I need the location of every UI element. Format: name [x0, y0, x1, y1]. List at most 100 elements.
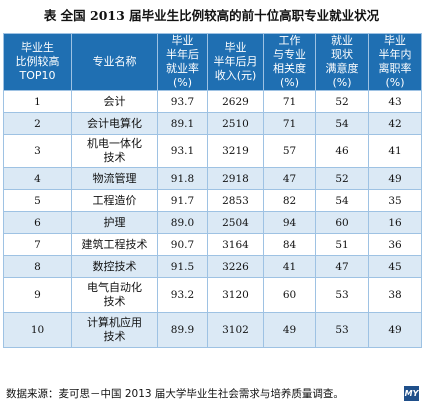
header-line: 毕业 [224, 41, 247, 54]
table-row: 4 物流管理 91.8 2918 47 52 49 [3, 167, 422, 190]
cell-relevance: 57 [263, 134, 316, 168]
employment-table: 毕业生 比例较高 TOP10 专业名称 毕业 半年后 就业率 (%) 毕业 半年后月 收入(元… [3, 33, 422, 348]
cell-turnover: 35 [368, 189, 422, 212]
header-line: 现状 [331, 48, 353, 61]
cell-major: 数控技术 [71, 255, 158, 278]
cell-major: 建筑工程技术 [71, 233, 158, 256]
cell-major: 物流管理 [71, 167, 158, 190]
source-note: 数据来源：麦可思－中国 2013 届大学毕业生社会需求与培养质量调查。 [6, 388, 344, 400]
cell-relevance: 82 [263, 189, 316, 212]
cell-employment: 93.2 [157, 277, 208, 313]
major-line: 护理 [103, 215, 126, 229]
cell-turnover: 38 [368, 277, 422, 313]
cell-employment: 91.7 [157, 189, 208, 212]
cell-income: 2853 [207, 189, 264, 212]
mycos-logo: MY [404, 386, 419, 401]
cell-major: 工程造价 [71, 189, 158, 212]
cell-rank: 8 [3, 255, 72, 278]
cell-relevance: 84 [263, 233, 316, 256]
cell-rank: 1 [3, 90, 72, 113]
major-line: 工程造价 [92, 193, 137, 207]
header-line: TOP10 [19, 69, 56, 82]
header-line: 半年后 [166, 48, 199, 61]
cell-major: 会计电算化 [71, 112, 158, 135]
major-line: 会计 [103, 94, 126, 108]
cell-turnover: 45 [368, 255, 422, 278]
cell-rank: 6 [3, 211, 72, 234]
cell-rank: 5 [3, 189, 72, 212]
cell-rank: 10 [3, 312, 72, 348]
cell-relevance: 71 [263, 112, 316, 135]
cell-satisfaction: 46 [315, 134, 369, 168]
table-row: 7 建筑工程技术 90.7 3164 84 51 36 [3, 233, 422, 256]
major-line: 技术 [103, 295, 126, 308]
header-line: 离职率 [378, 62, 412, 75]
header-line: 毕业生 [21, 41, 54, 54]
cell-major: 电气自动化 技术 [71, 277, 158, 313]
cell-satisfaction: 54 [315, 112, 369, 135]
table-row: 5 工程造价 91.7 2853 82 54 35 [3, 189, 422, 212]
header-employment-rate: 毕业 半年后 就业率 (%) [157, 33, 208, 91]
cell-relevance: 60 [263, 277, 316, 313]
header-line: 比例较高 [15, 55, 60, 68]
cell-employment: 91.5 [157, 255, 208, 278]
cell-relevance: 71 [263, 90, 316, 113]
cell-employment: 90.7 [157, 233, 208, 256]
major-line: 技术 [103, 330, 126, 343]
cell-relevance: 49 [263, 312, 316, 348]
cell-turnover: 42 [368, 112, 422, 135]
cell-relevance: 94 [263, 211, 316, 234]
header-rank: 毕业生 比例较高 TOP10 [3, 33, 72, 91]
header-line: 满意度 [325, 62, 359, 75]
header-monthly-income: 毕业 半年后月 收入(元) [207, 33, 264, 91]
major-line: 数控技术 [92, 259, 137, 273]
header-line: 半年内 [378, 48, 412, 61]
cell-income: 2918 [207, 167, 264, 190]
cell-relevance: 47 [263, 167, 316, 190]
major-line: 计算机应用 [87, 316, 142, 329]
cell-major: 计算机应用 技术 [71, 312, 158, 348]
cell-satisfaction: 52 [315, 90, 369, 113]
cell-employment: 89.1 [157, 112, 208, 135]
cell-rank: 9 [3, 277, 72, 313]
cell-turnover: 36 [368, 233, 422, 256]
header-major: 专业名称 [71, 33, 158, 91]
header-line: 就业 [331, 34, 353, 47]
header-line: 相关度 [273, 62, 306, 75]
header-line: (%) [172, 76, 193, 89]
major-line: 电气自动化 [87, 281, 142, 294]
header-row: 毕业生 比例较高 TOP10 专业名称 毕业 半年后 就业率 (%) 毕业 半年后月 收入(元… [3, 33, 422, 91]
header-line: (%) [385, 76, 405, 89]
cell-income: 2629 [207, 90, 264, 113]
cell-employment: 93.7 [157, 90, 208, 113]
table-row: 9 电气自动化 技术 93.2 3120 60 53 38 [3, 277, 422, 313]
header-satisfaction: 就业 现状 满意度 (%) [315, 33, 369, 91]
cell-satisfaction: 54 [315, 189, 369, 212]
cell-satisfaction: 60 [315, 211, 369, 234]
cell-satisfaction: 53 [315, 312, 369, 348]
cell-income: 3226 [207, 255, 264, 278]
table-row: 3 机电一体化 技术 93.1 3219 57 46 41 [3, 134, 422, 168]
table-row: 2 会计电算化 89.1 2510 71 54 42 [3, 112, 422, 135]
cell-income: 3164 [207, 233, 264, 256]
cell-income: 3120 [207, 277, 264, 313]
major-line: 机电一体化 [87, 137, 142, 150]
cell-satisfaction: 52 [315, 167, 369, 190]
cell-rank: 7 [3, 233, 72, 256]
cell-turnover: 16 [368, 211, 422, 234]
major-line: 会计电算化 [87, 116, 142, 130]
cell-satisfaction: 53 [315, 277, 369, 313]
cell-turnover: 43 [368, 90, 422, 113]
major-line: 物流管理 [92, 171, 137, 185]
cell-turnover: 49 [368, 312, 422, 348]
cell-turnover: 41 [368, 134, 422, 168]
cell-employment: 91.8 [157, 167, 208, 190]
header-line: 工作 [278, 34, 301, 47]
cell-income: 2510 [207, 112, 264, 135]
header-line: (%) [279, 76, 300, 89]
cell-employment: 93.1 [157, 134, 208, 168]
cell-rank: 3 [3, 134, 72, 168]
cell-major: 护理 [71, 211, 158, 234]
header-line: 毕业 [171, 34, 194, 47]
header-line: (%) [332, 76, 352, 89]
